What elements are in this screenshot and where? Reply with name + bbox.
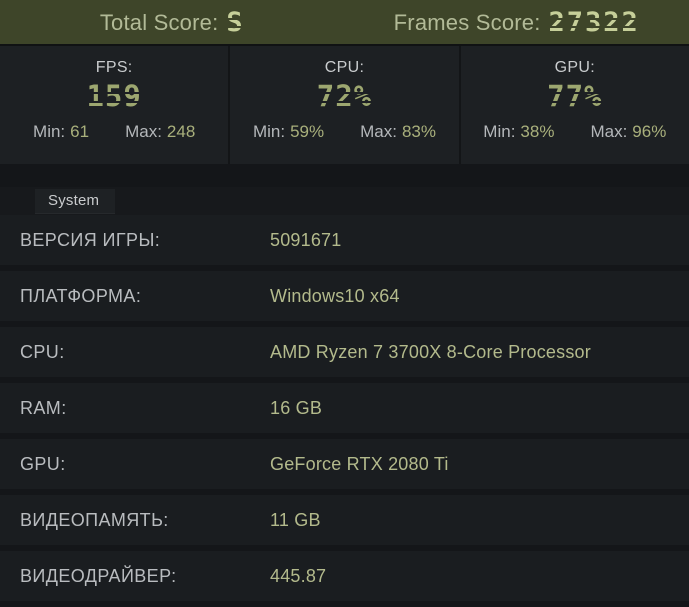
gpu-minmax: Min:38% Max:96% [483, 122, 666, 142]
section-divider [0, 164, 689, 187]
cpu-min: Min:59% [253, 122, 324, 142]
row-value: AMD Ryzen 7 3700X 8-Core Processor [270, 342, 591, 363]
tab-bar: System [0, 187, 689, 215]
fps-label: FPS: [96, 59, 133, 77]
row-label: ВИДЕОПАМЯТЬ: [0, 510, 270, 531]
gpu-panel: GPU: 77% Min:38% Max:96% [461, 46, 689, 164]
table-row: CPU: AMD Ryzen 7 3700X 8-Core Processor [0, 327, 689, 383]
row-label: CPU: [0, 342, 270, 363]
cpu-panel: CPU: 72% Min:59% Max:83% [230, 46, 458, 164]
row-label: RAM: [0, 398, 270, 419]
tab-system[interactable]: System [35, 189, 115, 214]
frames-score-group: Frames Score: 27322 [345, 8, 689, 36]
cpu-max: Max:83% [360, 122, 436, 142]
table-row: GPU: GeForce RTX 2080 Ti [0, 439, 689, 495]
stats-row: FPS: 159 Min:61 Max:248 CPU: 72% Min:59%… [0, 46, 689, 164]
fps-value: 159 [86, 80, 141, 113]
row-label: ПЛАТФОРМА: [0, 286, 270, 307]
row-value: GeForce RTX 2080 Ti [270, 454, 449, 475]
row-label: GPU: [0, 454, 270, 475]
cpu-minmax: Min:59% Max:83% [253, 122, 436, 142]
fps-panel: FPS: 159 Min:61 Max:248 [0, 46, 228, 164]
table-row: ВИДЕОПАМЯТЬ: 11 GB [0, 495, 689, 551]
row-label: ВЕРСИЯ ИГРЫ: [0, 230, 270, 251]
table-row: RAM: 16 GB [0, 383, 689, 439]
score-header: Total Score: S Frames Score: 27322 [0, 0, 689, 46]
gpu-min: Min:38% [483, 122, 554, 142]
fps-min: Min:61 [33, 122, 89, 142]
fps-minmax: Min:61 Max:248 [33, 122, 195, 142]
total-score-value: S [226, 9, 244, 36]
table-row: ВИДЕОДРАЙВЕР: 445.87 [0, 551, 689, 607]
system-table: ВЕРСИЯ ИГРЫ: 5091671 ПЛАТФОРМА: Windows1… [0, 215, 689, 607]
row-value: 5091671 [270, 230, 341, 251]
row-value: Windows10 x64 [270, 286, 400, 307]
fps-max: Max:248 [125, 122, 195, 142]
gpu-value: 77% [547, 80, 602, 113]
row-value: 16 GB [270, 398, 322, 419]
total-score-label: Total Score: [100, 10, 219, 36]
frames-score-value: 27322 [549, 9, 640, 36]
cpu-value: 72% [317, 80, 372, 113]
gpu-max: Max:96% [590, 122, 666, 142]
row-label: ВИДЕОДРАЙВЕР: [0, 566, 270, 587]
total-score-group: Total Score: S [0, 8, 345, 36]
row-value: 11 GB [270, 510, 321, 531]
table-row: ПЛАТФОРМА: Windows10 x64 [0, 271, 689, 327]
table-row: ВЕРСИЯ ИГРЫ: 5091671 [0, 215, 689, 271]
frames-score-label: Frames Score: [394, 10, 541, 36]
cpu-label: CPU: [325, 59, 364, 77]
row-value: 445.87 [270, 566, 326, 587]
gpu-label: GPU: [555, 59, 595, 77]
